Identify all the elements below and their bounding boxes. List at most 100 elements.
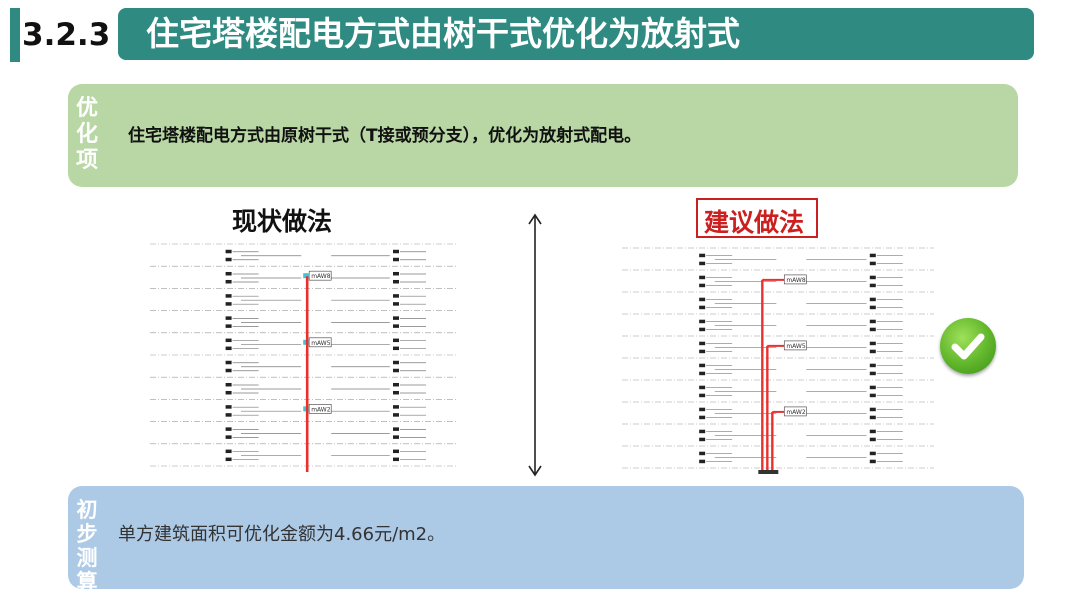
proposed-method-heading: 建议做法 [704,208,805,237]
title-bar [118,8,1034,60]
meter-symbol [225,257,232,262]
meter-symbol [699,261,706,266]
meter-symbol [393,271,399,276]
meter-symbol [225,427,232,431]
current-wiring-diagram: mAW8 mAW5 mAW2 [148,238,458,478]
meter-symbol [699,371,706,376]
meter-symbol [393,249,399,254]
distribution-box-label: mAW2 [311,406,331,413]
meter-symbol [869,385,876,390]
meter-symbol [393,316,399,320]
meter-symbol [225,338,232,343]
distribution-box-label: mAW8 [786,277,806,284]
meter-symbol [699,407,706,412]
meter-symbol [393,257,399,262]
meter-symbol [869,451,876,456]
meter-symbol [699,429,706,434]
meter-symbol [869,407,876,412]
meter-symbol [869,253,876,258]
proposed-wiring-diagram: mAW8 mAW5 mAW2 [620,242,936,480]
meter-symbol [869,275,876,280]
meter-symbol [225,390,232,395]
meter-symbol [699,437,706,442]
meter-symbol [225,405,232,409]
meter-symbol [393,457,399,462]
meter-symbol [699,385,706,390]
meter-symbol [869,305,876,310]
meter-symbol [393,324,399,328]
double-arrow-icon [528,213,542,477]
meter-symbol [869,349,876,354]
meter-symbol [225,324,232,328]
meter-symbol [225,360,232,365]
distribution-box [308,404,332,414]
meter-symbol [393,346,399,351]
section-tab-marker [10,8,20,62]
meter-symbol [869,437,876,442]
proposed-heading-frame [696,198,818,238]
tee-joint-marker [303,273,310,279]
meter-symbol [225,249,232,254]
meter-symbol [393,360,399,365]
meter-symbol [699,415,706,420]
meter-symbol [225,271,232,276]
optimization-text: 住宅塔楼配电方式由原树干式（T接或预分支），优化为放射式配电。 [128,126,642,146]
meter-symbol [699,253,706,258]
meter-symbol [699,305,706,310]
estimate-box [68,486,1024,589]
meter-symbol [225,302,232,306]
distribution-box-label: mAW5 [786,343,806,350]
meter-symbol [869,393,876,398]
meter-symbol [393,413,399,417]
distribution-box-label: mAW5 [311,340,331,347]
meter-symbol [393,435,399,439]
meter-symbol [869,429,876,434]
meter-symbol [393,427,399,431]
meter-symbol [393,338,399,343]
meter-symbol [699,393,706,398]
distribution-box-label: mAW8 [311,273,331,280]
meter-symbol [393,382,399,387]
meter-symbol [393,368,399,373]
current-method-heading: 现状做法 [232,207,333,236]
meter-symbol [869,319,876,324]
section-number: 3.2.3 [22,17,111,53]
meter-symbol [225,279,232,284]
distribution-box [308,270,332,281]
meter-symbol [699,275,706,280]
meter-symbol [393,405,399,409]
meter-symbol [393,294,399,298]
meter-symbol [393,279,399,284]
meter-symbol [699,297,706,302]
meter-symbol [225,316,232,320]
estimate-label: 初步测算 [76,498,98,594]
meter-symbol [699,363,706,368]
meter-symbol [225,449,232,454]
meter-symbol [225,435,232,439]
meter-symbol [869,459,876,464]
distribution-box [308,337,332,348]
meter-symbol [869,297,876,302]
meter-symbol [699,327,706,332]
page-title: 住宅塔楼配电方式由树干式优化为放射式 [146,14,740,53]
meter-symbol [699,319,706,324]
meter-symbol [699,283,706,288]
distribution-box-label: mAW2 [786,409,806,416]
meter-symbol [225,382,232,387]
meter-symbol [699,459,706,464]
meter-symbol [393,302,399,306]
meter-symbol [869,283,876,288]
meter-symbol [225,294,232,298]
meter-symbol [869,363,876,368]
meter-symbol [869,327,876,332]
meter-symbol [225,368,232,373]
meter-symbol [225,346,232,351]
meter-symbol [393,449,399,454]
meter-symbol [699,341,706,346]
meter-symbol [869,415,876,420]
meter-symbol [225,457,232,462]
optimization-box [68,84,1018,187]
optimization-label: 优化项 [75,96,98,173]
main-panel [758,470,779,474]
meter-symbol [699,349,706,354]
